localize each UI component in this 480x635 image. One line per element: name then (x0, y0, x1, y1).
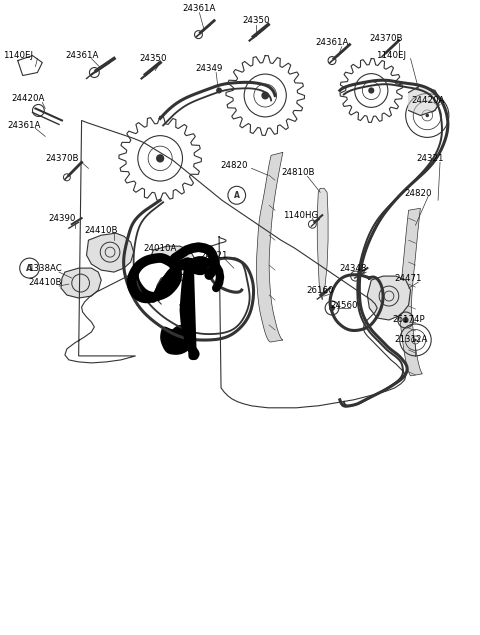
Text: 24560: 24560 (330, 300, 358, 309)
Text: 24410B: 24410B (28, 277, 62, 286)
Circle shape (156, 154, 164, 163)
Text: 24349: 24349 (195, 64, 223, 73)
Circle shape (414, 338, 417, 341)
Text: 24820: 24820 (405, 189, 432, 197)
Text: 1140EJ: 1140EJ (3, 51, 33, 60)
Text: A: A (234, 190, 240, 200)
Text: 24370B: 24370B (45, 154, 79, 163)
Text: A: A (26, 264, 33, 272)
Circle shape (368, 88, 374, 93)
Text: 24370B: 24370B (369, 34, 403, 43)
Text: 24420A: 24420A (11, 94, 44, 103)
Circle shape (426, 114, 429, 117)
Polygon shape (256, 152, 283, 342)
Text: 24471: 24471 (395, 274, 422, 283)
Polygon shape (180, 256, 211, 275)
Text: 24820: 24820 (220, 161, 248, 170)
Text: 24361A: 24361A (183, 4, 216, 13)
Circle shape (216, 88, 222, 93)
Text: 24810B: 24810B (281, 168, 314, 177)
Circle shape (261, 91, 269, 100)
Polygon shape (317, 189, 328, 300)
Polygon shape (400, 208, 422, 376)
Text: 24321: 24321 (417, 154, 444, 163)
Text: 24350: 24350 (243, 16, 270, 25)
Text: 26174P: 26174P (392, 316, 425, 324)
Text: 24348: 24348 (340, 264, 367, 272)
Text: 24361A: 24361A (315, 38, 348, 47)
Text: 21312A: 21312A (394, 335, 427, 344)
Text: 24350: 24350 (140, 54, 167, 63)
Polygon shape (161, 325, 194, 354)
Polygon shape (132, 258, 177, 298)
Text: 24010A: 24010A (144, 244, 177, 253)
Circle shape (329, 305, 335, 311)
Text: 24361A: 24361A (65, 51, 98, 60)
Text: 24321: 24321 (201, 251, 228, 260)
Text: 24420A: 24420A (411, 96, 445, 105)
Polygon shape (61, 268, 101, 298)
Text: 24390: 24390 (48, 214, 76, 223)
Polygon shape (408, 86, 440, 116)
Polygon shape (140, 260, 172, 291)
Text: 26160: 26160 (306, 286, 334, 295)
Polygon shape (86, 233, 133, 272)
Text: 1140EJ: 1140EJ (376, 51, 406, 60)
Text: 1140HG: 1140HG (283, 211, 318, 220)
Text: 24361A: 24361A (7, 121, 40, 130)
Text: 1338AC: 1338AC (28, 264, 62, 272)
Polygon shape (367, 276, 410, 320)
Circle shape (403, 317, 408, 323)
Text: 24410B: 24410B (84, 225, 118, 235)
Polygon shape (150, 246, 194, 276)
